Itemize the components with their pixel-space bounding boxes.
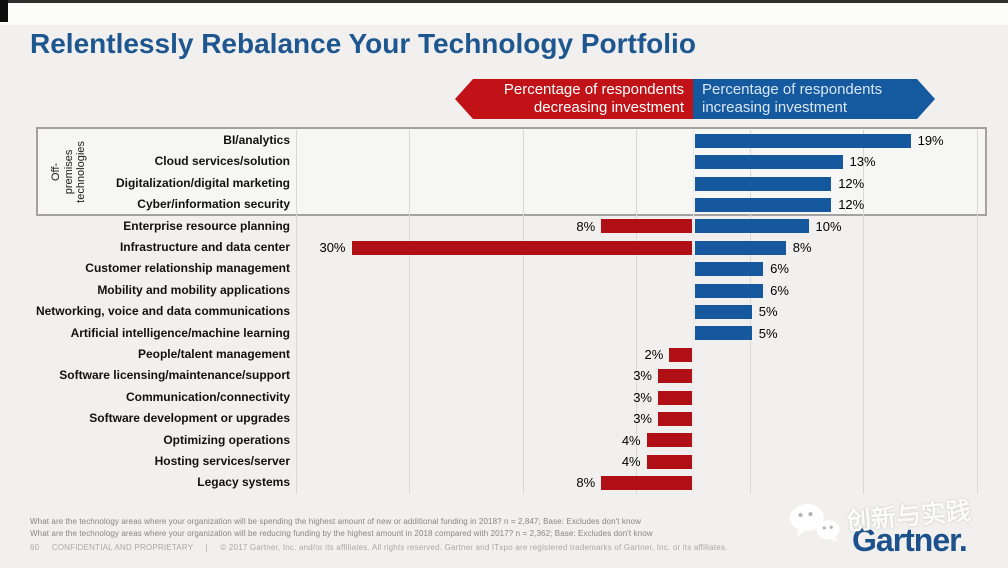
gridline: [409, 130, 411, 494]
category-label: Infrastructure and data center: [119, 240, 290, 254]
category-label: Cyber/information security: [137, 197, 290, 212]
legend-increasing-line1: Percentage of respondents: [702, 81, 883, 98]
bar-increasing: [695, 176, 832, 191]
category-label: People/talent management: [137, 347, 290, 361]
diverging-bar-chart: BI/analytics 19% Cloud services/solution 13…: [0, 130, 1008, 494]
page-title: Relentlessly Rebalance Your Technology P…: [30, 28, 696, 59]
top-white-band: [0, 0, 1008, 25]
bar-decreasing: [601, 476, 692, 491]
value-label-decreasing: 3%: [633, 411, 652, 427]
value-label-increasing: 10%: [815, 218, 842, 234]
bar-increasing: [695, 219, 809, 234]
value-label-increasing: 5%: [758, 304, 778, 320]
value-label-decreasing: 8%: [576, 218, 596, 234]
bar-increasing: [695, 133, 911, 148]
page-number: 60: [30, 543, 40, 552]
footer-copyright-line: 60 CONFIDENTIAL AND PROPRIETARY | © 2017…: [30, 543, 737, 552]
bar-decreasing: [646, 433, 692, 448]
bar-decreasing: [601, 219, 692, 234]
category-label: Legacy systems: [197, 475, 290, 490]
value-label-increasing: 13%: [849, 154, 876, 170]
value-label-increasing: 19%: [917, 133, 944, 148]
legend-increasing-arrow: Percentage of respondents increasing inv…: [693, 79, 935, 119]
value-label-increasing: 5%: [758, 325, 778, 341]
category-label: Optimizing operations: [163, 432, 290, 447]
bar-increasing: [695, 155, 843, 170]
legend-decreasing-line1: Percentage of respondents: [503, 81, 684, 98]
gridline: [295, 130, 297, 494]
value-label-increasing: 6%: [770, 282, 789, 298]
bar-increasing: [695, 304, 752, 319]
value-label-increasing: 12%: [838, 197, 865, 213]
bar-decreasing: [658, 369, 692, 384]
bar-increasing: [695, 326, 752, 341]
bar-decreasing: [658, 390, 692, 405]
bar-increasing: [695, 283, 764, 298]
value-label-decreasing: 3%: [633, 389, 652, 405]
gartner-logo: Gartner.: [852, 522, 968, 558]
legend-decreasing-line2: decreasing investment: [533, 99, 684, 116]
value-label-decreasing: 4%: [621, 454, 641, 469]
value-label-increasing: 6%: [770, 261, 789, 277]
legend-increasing-label: Percentage of respondents increasing inv…: [693, 81, 891, 117]
bar-increasing: [695, 262, 764, 277]
bar-increasing: [695, 240, 786, 255]
confidential-label: CONFIDENTIAL AND PROPRIETARY: [51, 543, 194, 552]
category-label: Artificial intelligence/machine learning: [70, 325, 290, 340]
top-edge-line: [0, 0, 1008, 3]
bar-decreasing: [646, 454, 692, 469]
zero-axis-line: [693, 130, 694, 494]
bar-decreasing: [658, 411, 692, 426]
value-label-decreasing: 30%: [319, 240, 346, 255]
legend-decreasing-arrow: Percentage of respondents decreasing inv…: [455, 79, 693, 119]
gridline: [636, 130, 638, 494]
gridline: [976, 130, 978, 494]
value-label-decreasing: 2%: [644, 347, 664, 362]
category-label: Enterprise resource planning: [123, 218, 290, 233]
category-label: BI/analytics: [223, 133, 290, 147]
value-label-decreasing: 8%: [576, 475, 596, 491]
bar-decreasing: [351, 240, 692, 255]
footnote-question-1: What are the technology areas where your…: [30, 517, 641, 526]
value-label-decreasing: 3%: [633, 368, 652, 384]
gridline: [863, 130, 865, 494]
value-label-increasing: 12%: [838, 175, 865, 191]
bar-decreasing: [669, 347, 692, 362]
value-label-decreasing: 4%: [621, 432, 641, 448]
category-label: Customer relationship management: [85, 261, 290, 276]
legend-increasing-line2: increasing investment: [702, 99, 848, 116]
legend-decreasing-label: Percentage of respondents decreasing inv…: [495, 81, 693, 117]
category-label: Mobility and mobility applications: [97, 282, 290, 297]
value-label-increasing: 8%: [792, 240, 812, 255]
category-label: Digitalization/digital marketing: [115, 175, 290, 190]
category-label: Networking, voice and data communication…: [35, 304, 290, 319]
category-label: Hosting services/server: [154, 454, 290, 468]
wechat-icon: [789, 503, 840, 542]
corner-mark: [0, 0, 8, 22]
copyright-text: © 2017 Gartner, Inc. and/or its affiliat…: [220, 543, 728, 552]
bar-increasing: [695, 197, 832, 212]
wechat-watermark: 创新与实践: [784, 482, 978, 552]
gridline: [522, 130, 524, 494]
category-label: Software development or upgrades: [89, 411, 290, 426]
category-label: Communication/connectivity: [125, 389, 290, 404]
footnote-question-2: What are the technology areas where your…: [30, 529, 653, 538]
watermark-text: 创新与实践: [845, 497, 973, 536]
footer-separator: |: [205, 543, 208, 552]
category-label: Cloud services/solution: [154, 154, 290, 169]
category-label: Software licensing/maintenance/support: [59, 368, 290, 383]
